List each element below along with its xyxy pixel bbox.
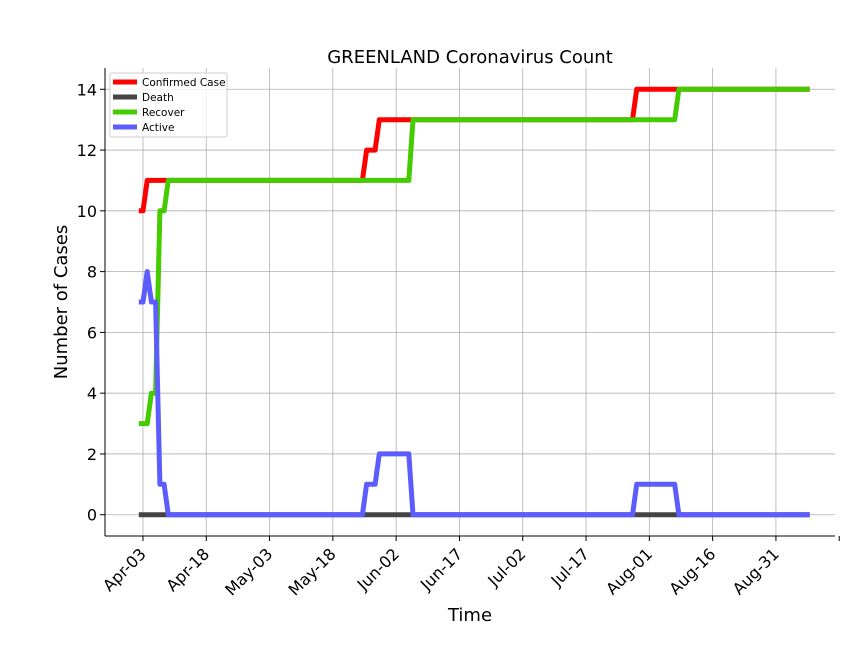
y-tick-label: 12 <box>77 141 97 160</box>
y-ticks: 0 2 4 6 8 10 12 14 <box>77 80 105 525</box>
legend-label-confirmed-case: Confirmed Case <box>142 77 226 89</box>
y-tick-label: 2 <box>87 445 97 464</box>
chart-title: GREENLAND Coronavirus Count <box>327 47 613 68</box>
y-axis-title: Number of Cases <box>51 225 72 380</box>
legend-frame <box>109 72 228 138</box>
y-tick-label: 14 <box>77 80 97 99</box>
legend-label-active: Active <box>142 122 174 134</box>
y-tick-label: 10 <box>77 202 97 221</box>
legend-label-recover: Recover <box>142 107 185 119</box>
x-axis-title: Time <box>447 605 492 626</box>
y-tick-label: 0 <box>87 506 97 525</box>
y-tick-label: 6 <box>87 323 97 342</box>
legend: Confirmed Case Death Recover Active <box>109 72 228 138</box>
series-lines <box>138 86 810 518</box>
series-line-confirmed-case <box>138 86 810 214</box>
series-line-recover <box>138 86 810 427</box>
series-line-active <box>138 269 810 518</box>
y-tick-label: 8 <box>87 263 97 282</box>
x-gridlines <box>142 68 777 536</box>
legend-label-death: Death <box>142 92 174 104</box>
axes <box>104 68 835 537</box>
y-tick-label: 4 <box>87 384 97 403</box>
